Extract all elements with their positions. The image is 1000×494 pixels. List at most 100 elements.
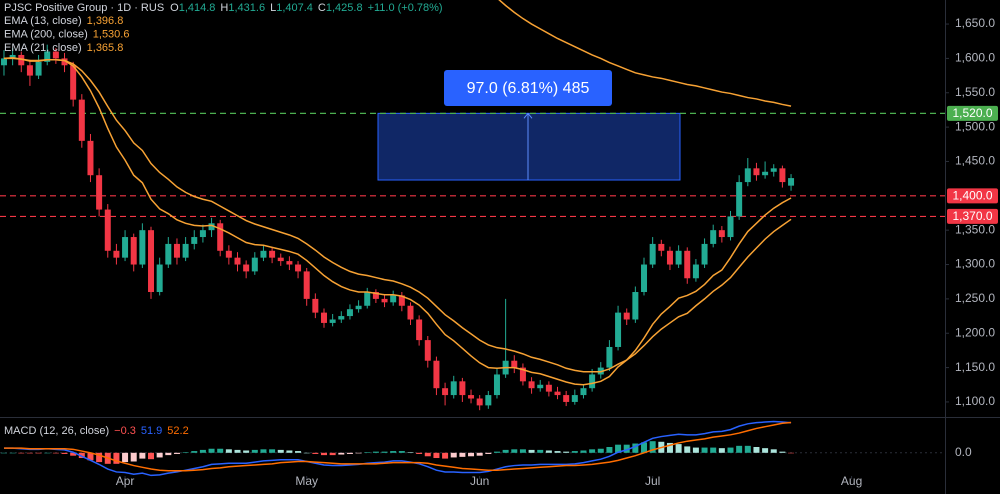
candle-body [571, 395, 578, 402]
macd-histogram-bar [666, 442, 673, 453]
macd-histogram-bar [70, 452, 77, 456]
ohlc-label: L [270, 2, 276, 14]
level-label: 1,520.0 [952, 106, 992, 120]
candle-body [519, 367, 526, 382]
candle-body [623, 312, 630, 320]
ohlc-value: 1,425.8 [326, 2, 363, 14]
macd-histogram-bar [346, 452, 353, 454]
candle-body [148, 230, 155, 293]
candle-body [390, 295, 397, 303]
macd-histogram-bar [606, 447, 613, 453]
macd-histogram-bar [770, 449, 777, 453]
series-value: 1,396.8 [87, 15, 124, 27]
y-tick-label: 1,350.0 [955, 222, 995, 236]
macd-histogram-bar [571, 451, 578, 453]
candle-body [511, 360, 518, 368]
macd-histogram-bar [779, 451, 786, 453]
candle-body [251, 257, 258, 272]
candle-body [658, 243, 665, 251]
candle-body [537, 384, 544, 389]
candle-body [580, 388, 587, 396]
macd-histogram-bar [381, 451, 388, 453]
candle-body [545, 384, 552, 392]
candle-body [442, 388, 449, 396]
candle-body [701, 243, 708, 265]
symbol: PJSC Positive Group · 1D · RUS [4, 2, 164, 14]
y-tick-label: 1,100.0 [955, 394, 995, 408]
candle-body [156, 264, 163, 293]
macd-line [3, 420, 792, 477]
macd-histogram-bar [580, 450, 587, 453]
candle-body [632, 292, 639, 320]
candle-body [476, 398, 483, 406]
macd-histogram-bar [736, 445, 743, 453]
macd-histogram-bar [641, 442, 648, 453]
candle-body [191, 237, 198, 244]
macd-histogram-bar [182, 452, 189, 453]
measure-label: 97.0 (6.81%) 485 [467, 80, 590, 97]
macd-histogram-bar [372, 451, 379, 453]
candle-body [753, 168, 760, 176]
macd-histogram-bar [407, 452, 414, 453]
macd-histogram-bar [286, 450, 293, 453]
macd-histogram-bar [156, 452, 163, 458]
series-name: EMA (13, close) [4, 15, 82, 27]
macd-histogram-bar [44, 452, 51, 454]
series-value: 1,365.8 [87, 42, 124, 54]
candle-body [718, 230, 725, 238]
macd-histogram-bar [277, 449, 284, 453]
macd-histogram-bar [390, 451, 397, 453]
candle-body [87, 140, 94, 176]
macd-histogram-bar [303, 452, 310, 454]
macd-histogram-bar [35, 452, 42, 454]
candle-body [329, 319, 336, 323]
ohlc-label: H [220, 2, 228, 14]
candle-body [779, 168, 786, 183]
candle-body [727, 216, 734, 238]
x-tick-label: May [295, 474, 318, 488]
x-tick-label: Apr [116, 474, 135, 488]
signal-line [3, 421, 792, 472]
macd-histogram-bar [9, 452, 16, 454]
candle-body [269, 250, 276, 258]
y-tick-label: 1,650.0 [955, 16, 995, 30]
macd-histogram-bar [433, 452, 440, 459]
candle-body [225, 250, 232, 258]
macd-histogram-bar [788, 452, 795, 454]
macd-histogram-bar [684, 446, 691, 453]
macd-histogram-bar [398, 451, 405, 453]
macd-histogram-bar [139, 452, 146, 459]
ohlc-value: 1,414.8 [179, 2, 216, 14]
candle-body [0, 58, 7, 66]
ohlc-label: C [318, 2, 326, 14]
macd-histogram-bar [173, 452, 180, 454]
header-legend: PJSC Positive Group · 1D · RUS O1,414.8 H1… [4, 2, 443, 14]
y-tick-label: 1,200.0 [955, 325, 995, 339]
macd-histogram-bar [476, 452, 483, 456]
macd-histogram-bar [191, 451, 198, 453]
overlay: 1,100.0 1,150.0 1,200.0 1,250.0 1,300.0 1,350… [4, 2, 998, 488]
macd-histogram-bar [130, 452, 137, 462]
candle-body [182, 243, 189, 258]
ema-line [3, 56, 792, 386]
macd-histogram-bar [96, 452, 103, 463]
macd-histogram-bar [148, 452, 155, 460]
macd-histogram-bar [0, 452, 7, 454]
macd-histogram-bar [762, 448, 769, 453]
y-tick-label: 1,450.0 [955, 154, 995, 168]
candle-body [649, 243, 656, 265]
macd-histogram-bar [701, 447, 708, 453]
macd-histogram-bar [78, 452, 85, 459]
candle-body [433, 360, 440, 389]
macd-histogram-bar [251, 449, 258, 453]
candle-body [692, 264, 699, 279]
macd-histogram-bar [217, 448, 224, 453]
macd-histogram-bar [122, 452, 129, 463]
macd-histogram-bar [744, 445, 751, 453]
macd-histogram-bar [710, 447, 717, 453]
macd-line-value: 51.9 [141, 425, 162, 437]
candle-body [113, 250, 120, 258]
candle-body [199, 230, 206, 238]
level-tag [947, 208, 998, 224]
candle-body [788, 178, 795, 186]
